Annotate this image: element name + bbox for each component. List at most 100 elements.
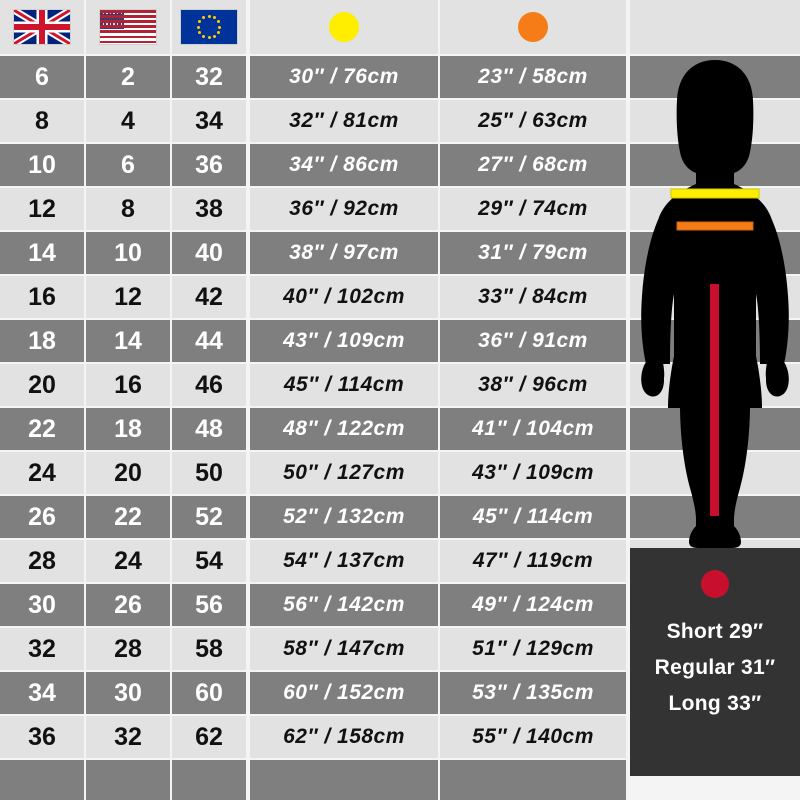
cell-bust: 34″ / 86cm xyxy=(250,144,438,186)
cell-eu: 40 xyxy=(172,232,246,274)
cell-us: 30 xyxy=(86,672,170,714)
cell-bust: 36″ / 92cm xyxy=(250,188,438,230)
cell-waist: 25″ / 63cm xyxy=(440,100,626,142)
inseam-line-marker xyxy=(710,284,719,516)
cell-us: 16 xyxy=(86,364,170,406)
cell-bust: 56″ / 142cm xyxy=(250,584,438,626)
cell-uk: 12 xyxy=(0,188,84,230)
header-cell-us xyxy=(86,0,170,54)
cell-waist: 23″ / 58cm xyxy=(440,56,626,98)
header-cell-waist xyxy=(440,0,626,54)
cell-us: 8 xyxy=(86,188,170,230)
row-stripe-filler xyxy=(0,760,84,800)
cell-uk: 34 xyxy=(0,672,84,714)
us-flag-icon xyxy=(99,9,157,45)
orange-circle-icon xyxy=(518,12,548,42)
cell-us: 22 xyxy=(86,496,170,538)
cell-us: 4 xyxy=(86,100,170,142)
cell-bust: 30″ / 76cm xyxy=(250,56,438,98)
cell-uk: 8 xyxy=(0,100,84,142)
cell-eu: 58 xyxy=(172,628,246,670)
cell-uk: 26 xyxy=(0,496,84,538)
cell-uk: 24 xyxy=(0,452,84,494)
cell-uk: 36 xyxy=(0,716,84,758)
cell-uk: 30 xyxy=(0,584,84,626)
cell-bust: 58″ / 147cm xyxy=(250,628,438,670)
cell-bust: 45″ / 114cm xyxy=(250,364,438,406)
cell-waist: 36″ / 91cm xyxy=(440,320,626,362)
cell-waist: 53″ / 135cm xyxy=(440,672,626,714)
legend-line-regular: Regular 31″ xyxy=(654,656,776,679)
uk-flag-icon xyxy=(13,9,71,45)
cell-waist: 29″ / 74cm xyxy=(440,188,626,230)
figure-illustration xyxy=(630,56,800,548)
cell-waist: 27″ / 68cm xyxy=(440,144,626,186)
cell-waist: 49″ / 124cm xyxy=(440,584,626,626)
cell-uk: 22 xyxy=(0,408,84,450)
red-circle-icon xyxy=(701,570,729,598)
cell-us: 18 xyxy=(86,408,170,450)
cell-waist: 41″ / 104cm xyxy=(440,408,626,450)
cell-uk: 20 xyxy=(0,364,84,406)
cell-waist: 47″ / 119cm xyxy=(440,540,626,582)
cell-eu: 48 xyxy=(172,408,246,450)
cell-eu: 34 xyxy=(172,100,246,142)
header-cell-uk xyxy=(0,0,84,54)
inseam-legend: Short 29″ Regular 31″ Long 33″ xyxy=(630,548,800,776)
cell-waist: 51″ / 129cm xyxy=(440,628,626,670)
yellow-circle-icon xyxy=(329,12,359,42)
cell-bust: 40″ / 102cm xyxy=(250,276,438,318)
cell-waist: 55″ / 140cm xyxy=(440,716,626,758)
cell-bust: 54″ / 137cm xyxy=(250,540,438,582)
cell-eu: 46 xyxy=(172,364,246,406)
row-stripe-filler xyxy=(440,760,626,800)
cell-bust: 38″ / 97cm xyxy=(250,232,438,274)
cell-eu: 52 xyxy=(172,496,246,538)
legend-line-long: Long 33″ xyxy=(668,692,762,715)
cell-uk: 18 xyxy=(0,320,84,362)
row-stripe-filler xyxy=(250,760,438,800)
header-cell-eu xyxy=(172,0,246,54)
cell-eu: 32 xyxy=(172,56,246,98)
cell-uk: 16 xyxy=(0,276,84,318)
cell-us: 12 xyxy=(86,276,170,318)
cell-eu: 44 xyxy=(172,320,246,362)
cell-bust: 52″ / 132cm xyxy=(250,496,438,538)
cell-eu: 60 xyxy=(172,672,246,714)
cell-bust: 50″ / 127cm xyxy=(250,452,438,494)
cell-waist: 45″ / 114cm xyxy=(440,496,626,538)
cell-uk: 10 xyxy=(0,144,84,186)
cell-bust: 32″ / 81cm xyxy=(250,100,438,142)
cell-waist: 31″ / 79cm xyxy=(440,232,626,274)
row-stripe-filler xyxy=(172,760,246,800)
cell-uk: 6 xyxy=(0,56,84,98)
cell-us: 32 xyxy=(86,716,170,758)
cell-us: 28 xyxy=(86,628,170,670)
cell-uk: 28 xyxy=(0,540,84,582)
bust-band-marker xyxy=(670,188,760,199)
female-silhouette-icon xyxy=(641,60,789,548)
cell-us: 10 xyxy=(86,232,170,274)
cell-us: 24 xyxy=(86,540,170,582)
cell-waist: 33″ / 84cm xyxy=(440,276,626,318)
cell-eu: 54 xyxy=(172,540,246,582)
cell-eu: 38 xyxy=(172,188,246,230)
row-stripe-filler xyxy=(86,760,170,800)
cell-us: 6 xyxy=(86,144,170,186)
cell-eu: 56 xyxy=(172,584,246,626)
cell-us: 26 xyxy=(86,584,170,626)
cell-uk: 14 xyxy=(0,232,84,274)
cell-us: 2 xyxy=(86,56,170,98)
cell-eu: 50 xyxy=(172,452,246,494)
cell-us: 14 xyxy=(86,320,170,362)
cell-eu: 42 xyxy=(172,276,246,318)
cell-uk: 32 xyxy=(0,628,84,670)
eu-flag-icon xyxy=(180,9,238,45)
cell-bust: 43″ / 109cm xyxy=(250,320,438,362)
cell-waist: 38″ / 96cm xyxy=(440,364,626,406)
cell-us: 20 xyxy=(86,452,170,494)
legend-line-short: Short 29″ xyxy=(666,620,764,643)
cell-bust: 60″ / 152cm xyxy=(250,672,438,714)
cell-bust: 62″ / 158cm xyxy=(250,716,438,758)
